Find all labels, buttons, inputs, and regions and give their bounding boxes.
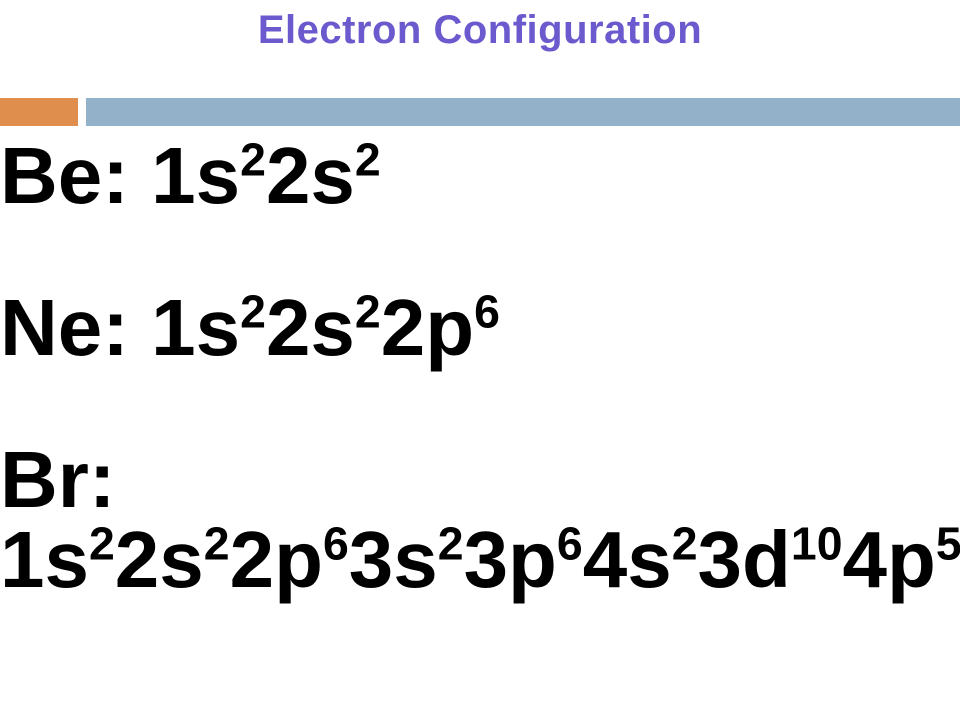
- content-area: Be: 1s22s2 Ne: 1s22s22p6 Br: 1s22s22p63s…: [0, 130, 960, 600]
- slide: Electron Configuration Be: 1s22s2 Ne: 1s…: [0, 0, 960, 720]
- element-label-be: Be:: [0, 131, 151, 220]
- config-row-ne: Ne: 1s22s22p6: [0, 288, 960, 368]
- orbital: 4p5: [843, 515, 960, 604]
- slide-title: Electron Configuration: [0, 8, 960, 53]
- config-row-be: Be: 1s22s2: [0, 136, 960, 216]
- orbital: 3p6: [464, 515, 583, 604]
- orbital: 3d10: [698, 515, 843, 604]
- orbital: 2s2: [115, 515, 230, 604]
- orbital: 2s2: [266, 283, 381, 372]
- title-underline-accent: [0, 98, 78, 126]
- element-label-ne: Ne:: [0, 283, 151, 372]
- orbital: 4s2: [583, 515, 698, 604]
- config-row-br-label: Br:: [0, 440, 960, 520]
- title-underline-main: [86, 98, 960, 126]
- config-row-br-orbitals: 1s22s22p63s23p64s23d104p5: [0, 520, 960, 600]
- orbital: 1s2: [151, 131, 266, 220]
- orbital: 3s2: [349, 515, 464, 604]
- title-underline: [0, 98, 960, 126]
- orbital: 1s2: [0, 515, 115, 604]
- orbital: 2s2: [266, 131, 381, 220]
- orbital: 2p6: [230, 515, 349, 604]
- element-label-br: Br:: [0, 435, 116, 524]
- orbital: 2p6: [381, 283, 500, 372]
- orbital: 1s2: [151, 283, 266, 372]
